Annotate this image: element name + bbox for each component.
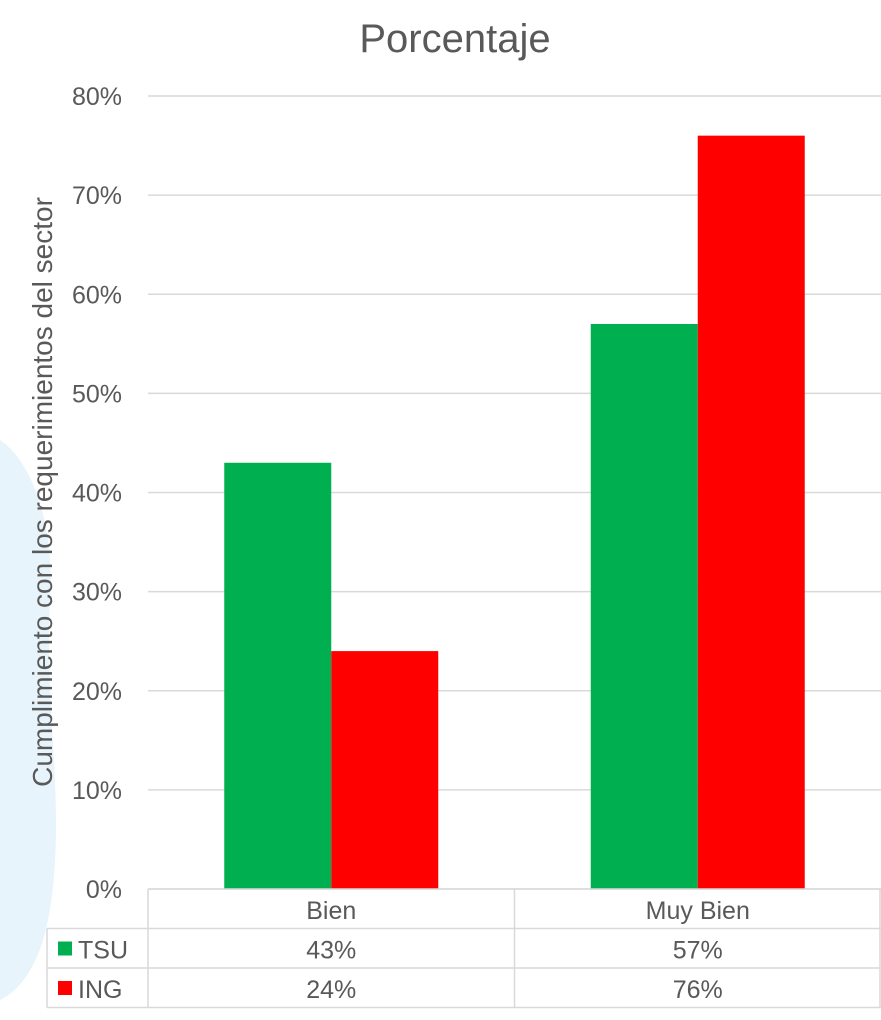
data-label: 24%	[306, 976, 356, 1004]
y-tick-label: 80%	[72, 83, 122, 111]
data-label: 57%	[673, 937, 723, 965]
data-label: 76%	[673, 976, 723, 1004]
y-tick-label: 20%	[72, 678, 122, 706]
y-tick-label: 50%	[72, 380, 122, 408]
y-tick-label: 70%	[72, 182, 122, 210]
background-shape	[0, 440, 57, 1000]
y-tick-label: 30%	[72, 579, 122, 607]
bar-tsu-bien	[224, 462, 332, 889]
y-tick-label: 40%	[72, 480, 122, 508]
x-tick-label: Bien	[306, 897, 356, 925]
bars	[224, 135, 805, 889]
y-axis-label: Cumplimiento con los requerimientos del …	[27, 197, 58, 787]
legend-swatch-ing	[58, 981, 72, 995]
legend-label-tsu: TSU	[78, 937, 128, 965]
x-tick-label: Muy Bien	[646, 897, 750, 925]
y-tick-label: 60%	[72, 281, 122, 309]
y-tick-label: 10%	[72, 777, 122, 805]
legend-swatch-tsu	[58, 941, 72, 956]
bar-ing-muy-bien	[697, 135, 805, 889]
data-table: Bien Muy Bien TSU 43% 57% ING 24% 76%	[46, 888, 881, 1009]
chart-title: Porcentaje	[359, 17, 550, 61]
bar-ing-bien	[331, 651, 439, 889]
bar-tsu-muy-bien	[590, 323, 698, 889]
legend-label-ing: ING	[78, 976, 122, 1004]
data-label: 43%	[306, 937, 356, 965]
y-tick-label: 0%	[86, 876, 122, 904]
y-tick-labels: 0% 10% 20% 30% 40% 50% 60% 70% 80%	[72, 83, 122, 904]
